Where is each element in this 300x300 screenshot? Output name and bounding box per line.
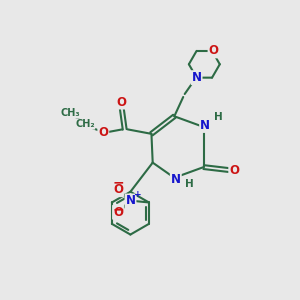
Text: O: O bbox=[113, 206, 123, 219]
Text: H: H bbox=[214, 112, 223, 122]
Text: O: O bbox=[98, 126, 108, 139]
Text: N: N bbox=[200, 119, 210, 132]
Text: O: O bbox=[116, 95, 126, 109]
Text: −: − bbox=[112, 203, 124, 217]
Text: −: − bbox=[112, 176, 124, 190]
Text: O: O bbox=[113, 183, 123, 196]
Text: O: O bbox=[229, 164, 239, 177]
Text: CH₃: CH₃ bbox=[60, 108, 80, 118]
Text: N: N bbox=[171, 173, 181, 186]
Text: N: N bbox=[192, 71, 202, 84]
Text: +: + bbox=[134, 190, 142, 199]
Text: H: H bbox=[185, 179, 194, 189]
Text: N: N bbox=[125, 194, 136, 208]
Text: O: O bbox=[208, 44, 218, 57]
Text: CH₂: CH₂ bbox=[75, 119, 95, 129]
